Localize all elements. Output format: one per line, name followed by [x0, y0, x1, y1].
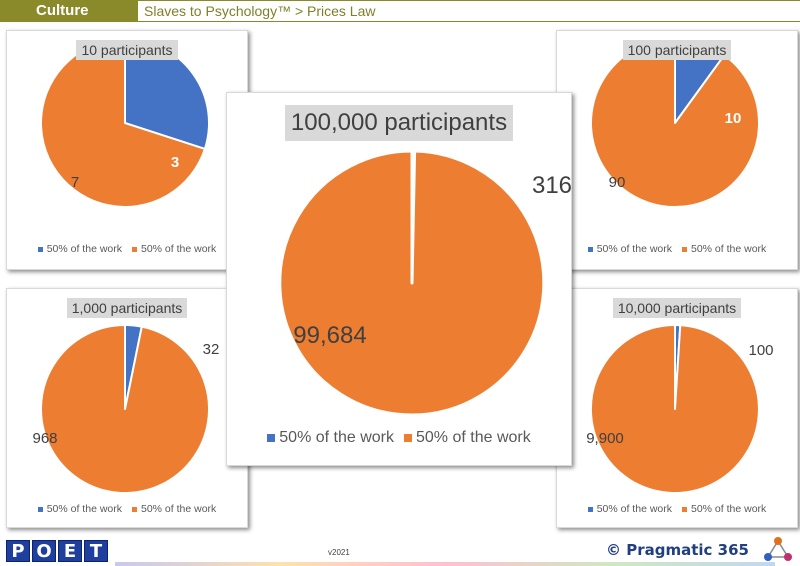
logo-letter: O — [32, 540, 56, 562]
legend-swatch — [132, 246, 137, 252]
breadcrumb: Slaves to Psychology™ > Prices Law — [136, 0, 800, 22]
legend-swatch — [404, 433, 412, 442]
chart-card: 32 968 1,000 participants 50% of the work 50… — [6, 288, 248, 528]
pie-slice — [278, 149, 546, 417]
pie-data-label: 9,900 — [586, 430, 624, 447]
legend-label: 50% of the work — [46, 503, 122, 515]
legend-swatch — [37, 506, 43, 512]
chart-title: 10 participants — [76, 40, 178, 60]
chart-title: 10,000 participants — [612, 298, 742, 318]
chart-title: 100 participants — [622, 40, 732, 60]
legend-label: 50% of the work — [596, 243, 672, 255]
pie-slice — [40, 324, 211, 494]
chart-card: 3 7 10 participants 50% of the work 50% of t… — [6, 30, 248, 270]
legend-label: 50% of the work — [416, 429, 531, 446]
pie-slice — [589, 324, 760, 494]
legend-swatch — [682, 506, 687, 512]
legend-swatch — [682, 246, 687, 252]
chart-legend: 50% of the work 50% of the work — [227, 429, 571, 447]
chart-card: 316 99,684 100,000 participants 50% of the … — [226, 92, 572, 466]
chart-legend: 50% of the work 50% of the work — [557, 503, 797, 515]
pie-data-label: 3 — [171, 154, 179, 171]
legend-label: 50% of the work — [279, 429, 394, 446]
pie-slice — [590, 38, 760, 208]
legend-label: 50% of the work — [691, 503, 767, 515]
chart-legend: 50% of the work 50% of the work — [7, 503, 247, 515]
legend-swatch — [587, 246, 593, 252]
legend-swatch — [267, 433, 276, 442]
pie-data-label: 968 — [32, 430, 57, 447]
chart-title-wrap: 10 participants — [7, 40, 247, 60]
brand-name: © Pragmatic 365 — [606, 541, 749, 559]
pie-chart: 316 99,684 — [278, 149, 572, 417]
chart-title: 100,000 participants — [284, 105, 514, 141]
legend-swatch — [37, 246, 43, 252]
legend-item: 50% of the work — [132, 503, 216, 515]
poet-logo: P O E T — [6, 540, 108, 562]
version-label: v2021 — [328, 548, 350, 557]
pie-data-label: 316 — [532, 172, 572, 199]
logo-letter: P — [6, 540, 30, 562]
chart-card: 100 9,900 10,000 participants 50% of the wo… — [556, 288, 798, 528]
molecule-logo-icon — [764, 537, 792, 561]
section-tab: Culture — [0, 0, 136, 22]
legend-item: 50% of the work — [404, 429, 531, 447]
pie-chart: 10 90 — [590, 38, 760, 208]
pie-data-label: 32 — [203, 341, 220, 358]
pie-data-label: 99,684 — [293, 322, 366, 349]
chart-title-wrap: 100 participants — [557, 40, 797, 60]
pie-chart: 37 — [40, 38, 210, 208]
chart-title-wrap: 100,000 participants — [227, 105, 571, 141]
header-bar: Culture Slaves to Psychology™ > Prices L… — [0, 0, 800, 22]
legend-item: 50% of the work — [37, 503, 122, 515]
pie-chart: 32 968 — [32, 323, 220, 494]
pie-data-label: 10 — [725, 110, 742, 127]
legend-item: 50% of the work — [682, 503, 766, 515]
legend-swatch — [132, 506, 137, 512]
legend-label: 50% of the work — [46, 243, 122, 255]
pie-data-label: 90 — [609, 174, 626, 191]
legend-item: 50% of the work — [682, 243, 766, 255]
legend-label: 50% of the work — [141, 243, 217, 255]
footer-gradient-bar — [115, 562, 775, 566]
legend-item: 50% of the work — [587, 243, 672, 255]
legend-item: 50% of the work — [587, 503, 672, 515]
legend-item: 50% of the work — [37, 243, 122, 255]
pie-data-label: 7 — [71, 174, 79, 191]
chart-legend: 50% of the work 50% of the work — [7, 243, 247, 255]
legend-label: 50% of the work — [691, 243, 767, 255]
chart-card: 10 90 100 participants 50% of the work 50% o… — [556, 30, 798, 270]
logo-letter: T — [84, 540, 108, 562]
chart-legend: 50% of the work 50% of the work — [557, 243, 797, 255]
pie-chart: 100 9,900 — [586, 324, 774, 494]
chart-title: 1,000 participants — [66, 298, 188, 318]
logo-letter: E — [58, 540, 82, 562]
legend-swatch — [587, 506, 593, 512]
chart-title-wrap: 10,000 participants — [557, 298, 797, 318]
chart-title-wrap: 1,000 participants — [7, 298, 247, 318]
legend-item: 50% of the work — [132, 243, 216, 255]
legend-item: 50% of the work — [267, 429, 394, 447]
legend-label: 50% of the work — [141, 503, 217, 515]
legend-label: 50% of the work — [596, 503, 672, 515]
pie-data-label: 100 — [748, 342, 773, 359]
